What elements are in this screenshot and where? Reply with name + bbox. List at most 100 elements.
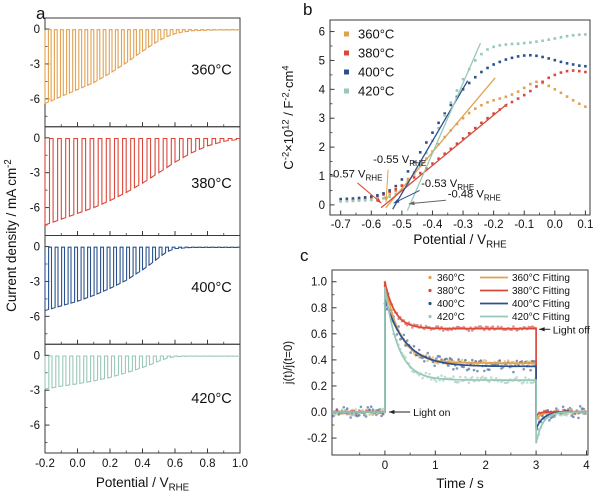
panel-b-chart: -0.7 -0.6 -0.5 -0.4 -0.3 -0.2 -0.1 0.0 0.1 0 1 2 3 4 5… bbox=[280, 19, 593, 250]
svg-text:-0.1: -0.1 bbox=[514, 219, 534, 231]
svg-text:0.8: 0.8 bbox=[200, 458, 216, 470]
svg-text:0.1: 0.1 bbox=[577, 219, 593, 231]
panel-c-plot: 0 1 2 3 4 -0.2 0.0 0.2 0.4 0.6 0.8 1.0 bbox=[307, 269, 590, 472]
svg-text:0.4: 0.4 bbox=[311, 355, 328, 367]
transient-fit-curve bbox=[332, 298, 586, 430]
svg-text:360°C Fitting: 360°C Fitting bbox=[512, 273, 570, 284]
svg-text:420°C: 420°C bbox=[191, 391, 231, 407]
svg-text:-0.55 VRHE: -0.55 VRHE bbox=[373, 154, 427, 168]
svg-text:-0.2: -0.2 bbox=[484, 219, 504, 231]
svg-text:6: 6 bbox=[319, 27, 325, 39]
svg-text:-0.6: -0.6 bbox=[361, 219, 381, 231]
panel-a-subplot-3: 0 -3 -6 420°C bbox=[30, 343, 241, 454]
svg-text:0.8: 0.8 bbox=[311, 303, 327, 315]
svg-text:0: 0 bbox=[34, 242, 40, 254]
chopped-lsv-curve bbox=[44, 137, 240, 226]
svg-text:400°C: 400°C bbox=[191, 280, 231, 296]
panel-c-letter: c bbox=[300, 246, 309, 265]
svg-text:360°C: 360°C bbox=[358, 27, 394, 42]
svg-text:-3: -3 bbox=[30, 385, 40, 397]
panel-c-chart: 0 1 2 3 4 -0.2 0.0 0.2 0.4 0.6 0.8 1.0 360°C 360°C Fi… bbox=[283, 269, 590, 491]
svg-text:0.6: 0.6 bbox=[311, 329, 327, 341]
chopped-lsv-curve bbox=[44, 246, 240, 312]
chopped-lsv-curve bbox=[44, 29, 240, 105]
svg-text:420°C: 420°C bbox=[358, 84, 394, 99]
svg-text:0.2: 0.2 bbox=[311, 381, 327, 393]
svg-text:0: 0 bbox=[319, 200, 325, 212]
svg-text:420°C: 420°C bbox=[437, 312, 465, 323]
panel-b-annotations: -0.55 VRHE-0.57 VRHE -0.53 VRHE-0.48 VRHE bbox=[329, 154, 502, 206]
svg-text:0.6: 0.6 bbox=[167, 458, 183, 470]
svg-text:-0.2: -0.2 bbox=[307, 433, 327, 445]
svg-text:0: 0 bbox=[382, 460, 388, 472]
panel-a-subplot-1: 0 -3 -6 380°C bbox=[30, 126, 241, 236]
svg-text:400°C: 400°C bbox=[358, 65, 394, 80]
svg-text:-0.4: -0.4 bbox=[423, 219, 443, 231]
chopped-lsv-curve bbox=[44, 355, 240, 390]
svg-text:-0.5: -0.5 bbox=[392, 219, 412, 231]
svg-text:-0.7: -0.7 bbox=[331, 219, 351, 231]
svg-text:Light off: Light off bbox=[553, 324, 590, 336]
svg-text:360°C: 360°C bbox=[437, 273, 465, 284]
svg-text:-0.53 VRHE: -0.53 VRHE bbox=[421, 178, 475, 192]
svg-text:380°C: 380°C bbox=[437, 286, 465, 297]
svg-text:-0.2: -0.2 bbox=[35, 458, 55, 470]
svg-text:-3: -3 bbox=[30, 168, 40, 180]
svg-text:360°C: 360°C bbox=[191, 62, 231, 78]
svg-text:Time / s: Time / s bbox=[436, 476, 484, 491]
panel-b-plot: -0.7 -0.6 -0.5 -0.4 -0.3 -0.2 -0.1 0.0 0.1 0 1 2 3 4 5… bbox=[319, 19, 593, 231]
panel-c-annotations: Light on Light off bbox=[388, 324, 590, 419]
transient-fit-curve bbox=[332, 286, 586, 444]
svg-text:4: 4 bbox=[319, 84, 326, 96]
svg-text:380°C Fitting: 380°C Fitting bbox=[512, 286, 570, 297]
svg-text:Current density / mA cm-2: Current density / mA cm-2 bbox=[3, 159, 19, 312]
transient-fit-curve bbox=[332, 281, 586, 419]
svg-text:-0.57 VRHE: -0.57 VRHE bbox=[329, 168, 383, 182]
svg-text:C-2×1012 / F-2·cm4: C-2×1012 / F-2·cm4 bbox=[280, 65, 296, 169]
svg-text:0.0: 0.0 bbox=[70, 458, 86, 470]
svg-text:0: 0 bbox=[34, 24, 40, 36]
svg-text:0: 0 bbox=[34, 350, 40, 362]
panel-a-subplot-2: 0 -3 -6 400°C bbox=[30, 235, 241, 345]
svg-text:3: 3 bbox=[533, 460, 539, 472]
svg-text:-0.3: -0.3 bbox=[453, 219, 473, 231]
svg-text:-6: -6 bbox=[30, 311, 40, 323]
svg-text:420°C Fitting: 420°C Fitting bbox=[512, 312, 570, 323]
svg-text:1: 1 bbox=[432, 460, 438, 472]
svg-text:-6: -6 bbox=[30, 203, 40, 215]
svg-text:380°C: 380°C bbox=[358, 46, 394, 61]
svg-text:0.0: 0.0 bbox=[311, 407, 327, 419]
svg-text:-6: -6 bbox=[30, 94, 40, 106]
svg-text:-0.48 VRHE: -0.48 VRHE bbox=[448, 189, 502, 203]
svg-text:400°C: 400°C bbox=[437, 299, 465, 310]
svg-text:Potential / VRHE: Potential / VRHE bbox=[96, 475, 190, 494]
svg-text:2: 2 bbox=[319, 142, 325, 154]
svg-text:1.0: 1.0 bbox=[311, 277, 327, 289]
svg-text:0.2: 0.2 bbox=[102, 458, 118, 470]
panel-a-letter: a bbox=[36, 4, 46, 23]
svg-text:4: 4 bbox=[583, 460, 590, 472]
svg-text:-6: -6 bbox=[30, 420, 40, 432]
svg-text:3: 3 bbox=[319, 113, 325, 125]
panel-a-chart: 0 -3 -6 360°C 0 -3 -6 380°C 0 -3 -6 400°C 0 -3 -6 420°C… bbox=[3, 17, 248, 494]
panel-a-subplot-0: 0 -3 -6 360°C bbox=[30, 17, 241, 128]
panel-c-legend: 360°C 360°C Fitting 380°C 380°C Fitting 400°… bbox=[428, 273, 570, 323]
svg-text:380°C: 380°C bbox=[191, 176, 231, 192]
svg-text:5: 5 bbox=[319, 55, 325, 67]
svg-text:0.4: 0.4 bbox=[135, 458, 152, 470]
svg-text:1: 1 bbox=[319, 171, 325, 183]
panel-c-fit-lines bbox=[332, 281, 586, 444]
panel-b-fit-lines bbox=[380, 42, 508, 211]
svg-text:0: 0 bbox=[34, 133, 40, 145]
svg-text:0.0: 0.0 bbox=[547, 219, 563, 231]
panel-b-letter: b bbox=[303, 0, 313, 19]
svg-text:-3: -3 bbox=[30, 276, 40, 288]
panel-b-legend: 360°C 380°C 400°C 420°C bbox=[344, 27, 394, 99]
svg-text:2: 2 bbox=[482, 460, 488, 472]
svg-text:Potential / VRHE: Potential / VRHE bbox=[413, 232, 507, 250]
svg-text:j(t)/j(t=0): j(t)/j(t=0) bbox=[283, 341, 295, 385]
svg-text:400°C Fitting: 400°C Fitting bbox=[512, 299, 570, 310]
svg-text:Light on: Light on bbox=[413, 407, 451, 419]
svg-text:1.0: 1.0 bbox=[232, 458, 248, 470]
